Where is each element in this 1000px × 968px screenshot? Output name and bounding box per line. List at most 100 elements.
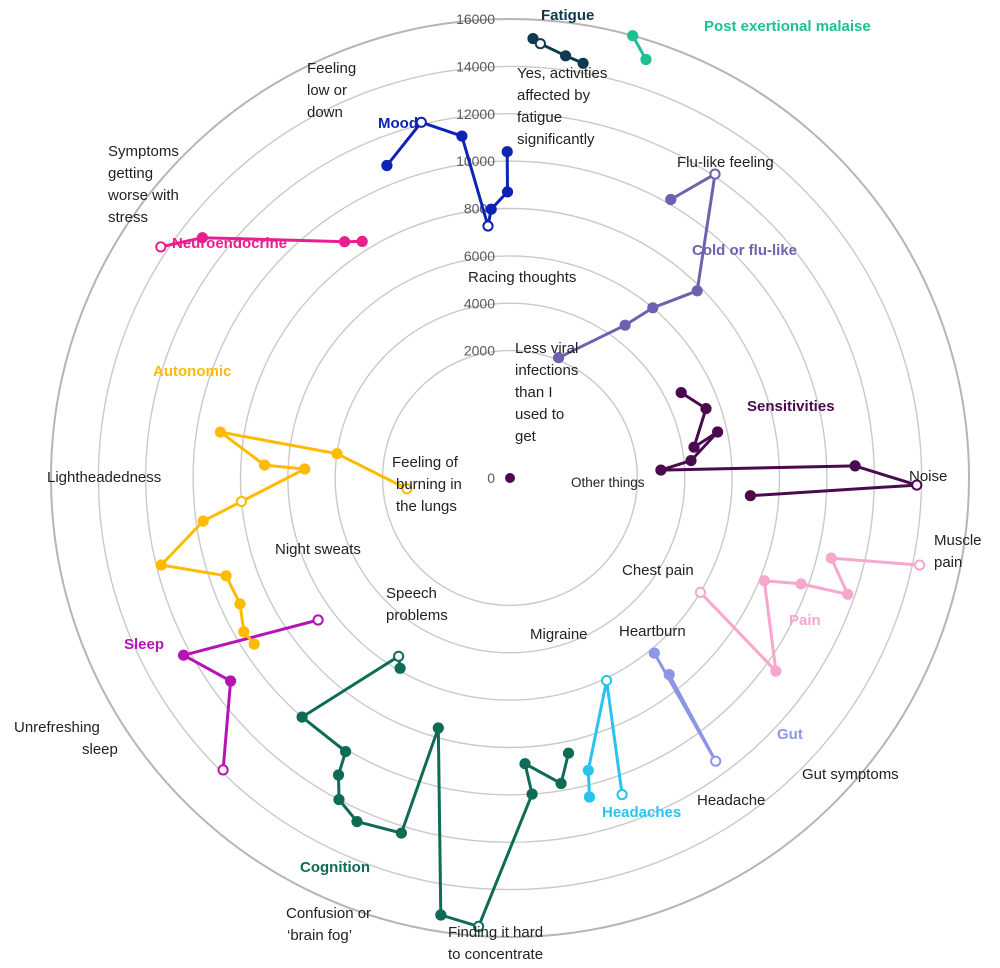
- data-point: [583, 791, 596, 803]
- label-migraine: Migraine: [530, 626, 588, 643]
- group-label: Neuroendocrine: [172, 235, 287, 252]
- data-point: [712, 426, 724, 438]
- group-label: Sleep: [124, 636, 164, 653]
- highlight-point: [401, 483, 413, 495]
- data-point: [582, 764, 594, 776]
- label-noise: Noise: [909, 468, 947, 485]
- series-line: [557, 172, 717, 360]
- data-point: [555, 777, 567, 790]
- grid-ring: [192, 160, 828, 796]
- grid-ring: [50, 18, 970, 938]
- data-point: [435, 909, 447, 921]
- data-point: [248, 638, 260, 650]
- label-lightheadedness: Lightheadedness: [47, 469, 161, 486]
- chart-point-labels: Yes, activities affected by fatigue sign…: [14, 60, 986, 963]
- highlight-point: [911, 479, 923, 491]
- data-point: [560, 50, 572, 62]
- group-label: Headaches: [602, 804, 681, 821]
- label-night-sweats: Night sweats: [275, 541, 361, 558]
- label-worse-with-stress: Symptoms getting worse with stress: [107, 143, 183, 226]
- data-point: [331, 448, 343, 460]
- tick-label: 16000: [456, 11, 495, 27]
- data-point: [351, 816, 363, 828]
- data-point: [685, 455, 697, 467]
- data-point: [155, 559, 167, 571]
- series-line: [652, 652, 718, 763]
- data-point: [640, 53, 652, 66]
- series-line: [182, 618, 319, 771]
- data-point: [501, 146, 513, 158]
- label-gut-symptoms: Gut symptoms: [802, 766, 899, 783]
- highlight-point: [155, 241, 167, 253]
- data-point: [665, 193, 677, 206]
- label-burning-lungs: Feeling of burning in the lungs: [392, 454, 466, 515]
- data-point: [519, 758, 531, 770]
- group-label: Cold or flu-like: [692, 242, 797, 259]
- data-point: [501, 186, 514, 198]
- series-neuroendocrine: [155, 232, 368, 253]
- data-point: [178, 649, 190, 661]
- highlight-point: [235, 495, 248, 508]
- label-brain-fog: Confusion or ‘brain fog’: [286, 905, 375, 944]
- data-point: [238, 626, 250, 638]
- data-point: [842, 588, 854, 600]
- label-unrefreshing-sleep: Unrefreshing sleep: [14, 719, 118, 758]
- data-point: [395, 827, 407, 839]
- highlight-point: [914, 559, 926, 571]
- tick-label: 4000: [464, 295, 495, 311]
- group-label: Cognition: [300, 859, 370, 876]
- grid-ring: [239, 207, 781, 749]
- data-point: [688, 441, 700, 453]
- data-point: [627, 30, 639, 42]
- data-point: [394, 662, 406, 674]
- data-point: [333, 794, 345, 806]
- data-point: [356, 235, 368, 247]
- group-label: Pain: [789, 612, 821, 629]
- grid-ring: [334, 302, 686, 654]
- series-fatigue: [527, 33, 589, 69]
- data-point: [299, 463, 311, 475]
- data-point: [562, 747, 575, 759]
- data-point: [675, 387, 687, 399]
- data-point: [663, 669, 675, 681]
- data-point: [577, 57, 589, 69]
- center-point: [505, 473, 515, 483]
- data-point: [655, 464, 667, 476]
- series-cold-or-flu-like: [553, 168, 721, 364]
- series-headaches: [582, 675, 628, 803]
- highlight-point: [601, 675, 613, 687]
- data-point: [527, 33, 539, 45]
- data-point: [225, 675, 237, 687]
- data-point: [197, 515, 209, 527]
- group-label: Sensitivities: [747, 398, 835, 415]
- data-point: [258, 459, 271, 471]
- tick-label: 0: [487, 470, 495, 486]
- group-label: Mood: [378, 115, 418, 132]
- tick-label: 10000: [456, 153, 495, 169]
- group-label: Fatigue: [541, 7, 594, 24]
- series-line: [160, 236, 363, 249]
- highlight-point: [616, 789, 628, 801]
- group-label: Gut: [777, 726, 803, 743]
- tick-label: 14000: [456, 58, 495, 74]
- label-flu-like-feeling: Flu-like feeling: [677, 154, 774, 171]
- label-activities-affected: Yes, activities affected by fatigue sign…: [517, 65, 612, 148]
- label-other-things: Other things: [571, 475, 645, 490]
- label-speech-problems: Speech problems: [386, 585, 448, 624]
- label-muscle-pain: Muscle pain: [934, 532, 986, 571]
- series-cognition: [296, 650, 575, 933]
- series-pain: [694, 552, 926, 677]
- series-post-exertional-malaise: [627, 30, 652, 66]
- highlight-point: [473, 920, 485, 933]
- data-point: [456, 130, 468, 142]
- data-point: [196, 232, 208, 244]
- data-point: [432, 722, 444, 734]
- highlight-point: [415, 116, 427, 128]
- series-mood: [381, 116, 514, 232]
- chart-group-labels: Fatigue Post exertional malaise Cold or fl…: [124, 7, 871, 876]
- data-point: [700, 403, 712, 415]
- data-point: [485, 203, 497, 215]
- series-autonomic: [155, 426, 413, 650]
- data-point: [332, 769, 345, 781]
